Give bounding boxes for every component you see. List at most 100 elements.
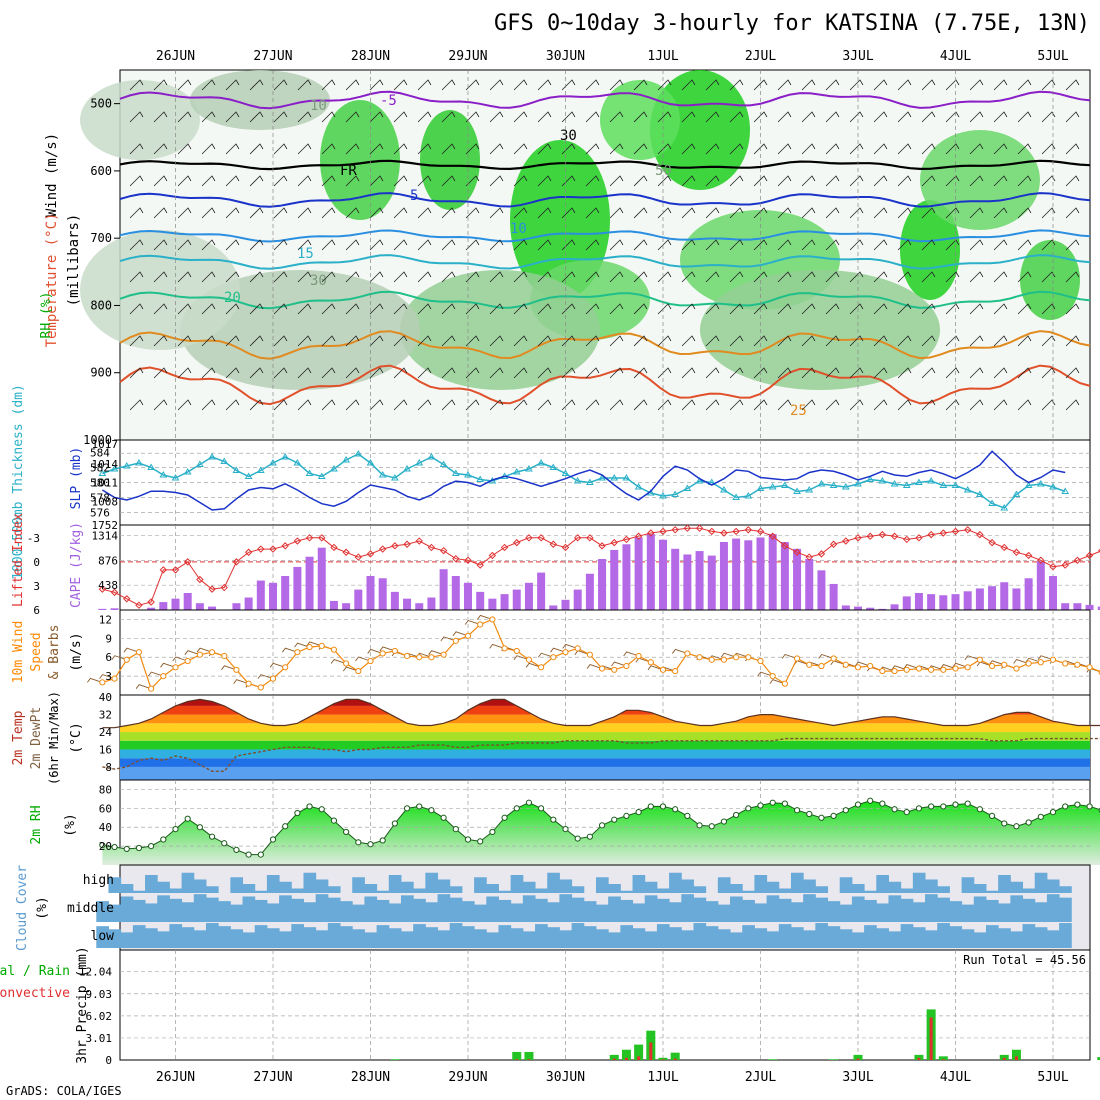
cloud-cell [340,901,353,922]
wind-speed-point [647,659,654,666]
wind-barb [273,239,288,251]
wind-barb [249,271,264,283]
rh-point [879,800,886,807]
top-date-label: 5JUL [1037,49,1068,64]
surface-wind-barb [294,642,310,648]
wind-barb [129,303,144,315]
wind-barb [393,207,408,219]
cape-bar [366,576,375,610]
wind-barb [945,367,960,379]
precip-total-bar [829,1059,839,1060]
wind-barb [417,335,432,347]
cloud-cell [827,926,841,948]
wind-barb [249,207,264,219]
cloud-cell [510,928,524,948]
cloud-cell [656,924,670,948]
wind-speed-point [477,621,484,628]
cloud-cell [449,886,463,893]
wind-barb [345,367,360,379]
precip-total-bar [768,1059,778,1060]
thickness-point [378,471,387,478]
rh-shade [80,230,240,350]
cloud-cell [839,904,853,922]
bottom-date-label: 4JUL [940,1070,971,1085]
surface-wind-barb [586,664,603,669]
cape-bar [183,593,192,610]
wind-barb [993,111,1008,123]
wind-barb [201,207,216,219]
rh-shade [400,270,600,390]
thickness-point [305,469,314,476]
thickness-point [366,459,375,466]
wind-barb [873,143,888,155]
rh-point [282,823,289,830]
precip-convective-bar [929,1017,933,1060]
cloud-cell [413,898,426,922]
cloud-cell [461,901,475,922]
wind-barb [945,399,960,411]
precip-convective-bar [856,1058,860,1060]
thickness-point [525,465,533,472]
cloud-cell [998,875,1011,893]
wind-barb [825,207,840,219]
cape-bar [732,538,741,610]
wind-barb [273,111,288,123]
wind-barb [489,367,504,379]
wind-barb [753,175,768,187]
cloud-cell [900,898,914,922]
wind-barb [369,303,384,315]
rh-shade [600,80,680,160]
precip-total-bar [1011,1049,1021,1060]
lifted-index-point [147,598,155,606]
cloud-cell [1059,886,1072,893]
lifted-index-point [1037,556,1045,564]
wind-barb [1041,207,1056,219]
wind-barb [633,175,648,187]
wind-barb [441,367,456,379]
rh-point [769,799,776,806]
wind-speed-point [391,647,398,655]
rh-point [330,817,338,824]
wind-barb [705,367,720,379]
cloud-cell [644,931,658,948]
wind-barb [201,399,216,411]
lifted-index-point [318,534,326,542]
cloud-cell [547,927,560,948]
cloud-cell [327,923,341,948]
wind-barb [345,143,360,155]
temp-tick: 8 [105,761,112,774]
cape-bar [329,600,338,610]
wind-barb [1017,399,1032,411]
thickness-point [927,477,936,484]
wind-barb [873,303,888,315]
cape-bar [244,597,253,610]
slp-tick: 1011 [92,477,119,490]
precip-convective-bar [515,1059,519,1060]
label-wind-b: Speed [29,632,44,671]
surface-wind-barb [854,661,871,667]
precip-total-bar [390,1059,400,1060]
contour-label: 5 [410,188,418,204]
wind-barb [969,239,984,251]
wind-barb [489,111,504,123]
cloud-cell [486,884,499,893]
cloud-cell [120,896,134,922]
wind-barb [585,175,600,187]
wind-barb [297,239,312,251]
cloud-cell [96,926,109,948]
wind-barb [321,367,336,379]
cloud-cell [973,896,987,922]
wind-barb [585,399,600,411]
wind-barb [489,175,504,187]
wind-barb [777,271,792,283]
thickness-point [951,481,960,488]
cloud-cell [888,931,902,948]
wind-barb [921,271,936,283]
rh-point [440,814,447,821]
thickness-point [317,472,326,479]
wind-tick: 9 [105,632,112,645]
lifted-index-point [1061,561,1069,569]
lifted-index-point [500,543,509,552]
cloud-cell [522,881,536,893]
wind-barb [825,111,840,123]
